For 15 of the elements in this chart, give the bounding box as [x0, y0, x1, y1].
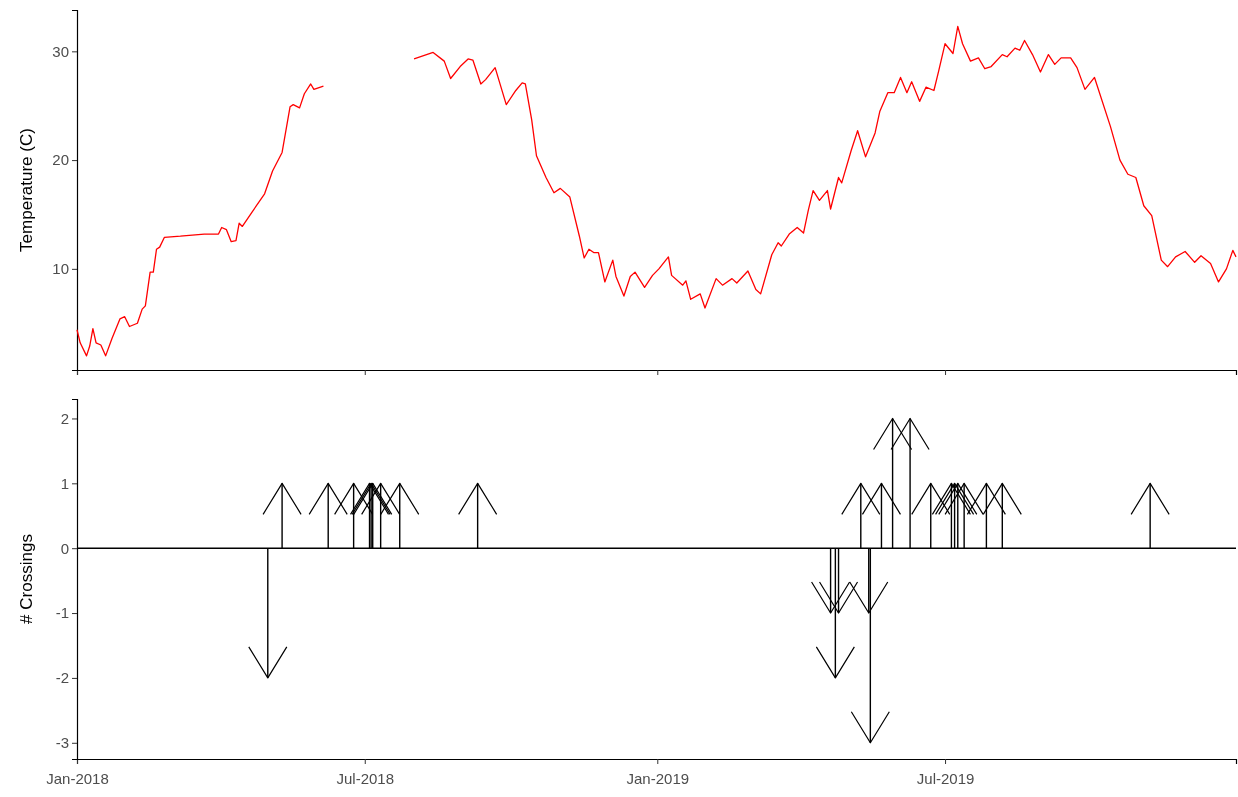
y-tick-label: -1: [55, 604, 69, 622]
y-tick-label: 30: [52, 42, 69, 60]
y-tick-label: 1: [60, 474, 69, 492]
y-tick-label: -3: [55, 734, 69, 752]
x-tick-label: Jan-2019: [626, 769, 690, 787]
y-axis-title: Temperature (C): [17, 128, 36, 252]
y-tick-label: 2: [60, 409, 69, 427]
y-tick-label: 0: [60, 539, 69, 557]
y-tick-label: 10: [52, 260, 69, 278]
y-tick-label: 20: [52, 151, 69, 169]
y-tick-label: -2: [55, 669, 69, 687]
x-tick-label: Jan-2018: [46, 769, 109, 787]
x-tick-label: Jul-2019: [916, 769, 975, 787]
y-axis-title: # Crossings: [17, 534, 36, 624]
x-tick-label: Jul-2018: [336, 769, 395, 787]
